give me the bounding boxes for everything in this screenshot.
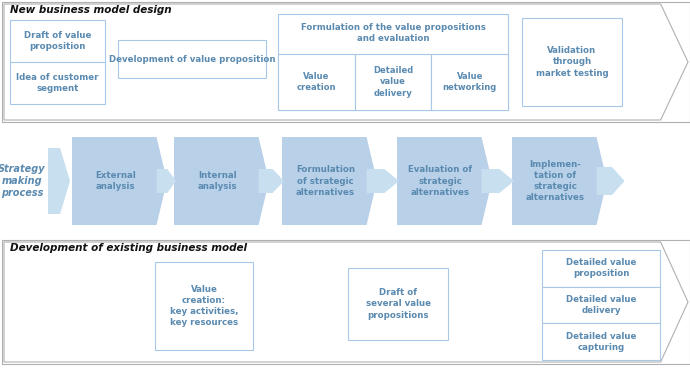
Text: External
analysis: External analysis [95,171,136,191]
FancyBboxPatch shape [348,268,448,340]
Polygon shape [4,242,688,362]
FancyBboxPatch shape [2,240,690,364]
Polygon shape [4,4,688,120]
Text: Development of value proposition: Development of value proposition [109,54,275,64]
FancyBboxPatch shape [355,54,431,110]
Text: Strategy
making
process: Strategy making process [0,164,46,198]
Polygon shape [72,137,167,225]
Text: Detailed value
delivery: Detailed value delivery [566,295,636,315]
Text: Draft of value
proposition: Draft of value proposition [24,31,91,51]
FancyBboxPatch shape [542,287,660,323]
Text: Detailed value
capturing: Detailed value capturing [566,332,636,352]
FancyBboxPatch shape [278,14,508,110]
FancyBboxPatch shape [542,250,660,287]
FancyBboxPatch shape [118,40,266,78]
Text: Value
networking: Value networking [442,72,497,92]
Text: Formulation of the value propositions
and evaluation: Formulation of the value propositions an… [301,23,486,43]
Text: Implemen-
tation of
strategic
alternatives: Implemen- tation of strategic alternativ… [526,160,585,202]
Polygon shape [174,137,269,225]
FancyBboxPatch shape [278,54,355,110]
Text: Detailed
value
delivery: Detailed value delivery [373,66,413,98]
Polygon shape [259,169,284,193]
FancyBboxPatch shape [10,20,105,62]
Text: Value
creation:
key activities,
key resources: Value creation: key activities, key reso… [170,285,238,327]
Text: Validation
through
market testing: Validation through market testing [535,46,609,78]
Polygon shape [512,137,607,225]
Text: Detailed value
proposition: Detailed value proposition [566,258,636,278]
Text: Development of existing business model: Development of existing business model [10,243,247,253]
Polygon shape [48,148,70,214]
Polygon shape [397,137,492,225]
Text: Value
creation: Value creation [297,72,336,92]
Text: Idea of customer
segment: Idea of customer segment [17,73,99,93]
Text: New business model design: New business model design [10,5,172,15]
FancyBboxPatch shape [10,62,105,104]
Text: Draft of
several value
propositions: Draft of several value propositions [366,289,431,319]
Text: Internal
analysis: Internal analysis [198,171,237,191]
Polygon shape [597,167,624,195]
Text: Evaluation of
strategic
alternatives: Evaluation of strategic alternatives [408,165,473,197]
FancyBboxPatch shape [155,262,253,350]
FancyBboxPatch shape [2,2,690,122]
FancyBboxPatch shape [431,54,508,110]
FancyBboxPatch shape [522,18,622,106]
Polygon shape [157,169,176,193]
FancyBboxPatch shape [542,323,660,360]
Polygon shape [482,169,514,193]
Polygon shape [282,137,377,225]
Polygon shape [366,169,399,193]
Text: Formulation
of strategic
alternatives: Formulation of strategic alternatives [296,165,355,197]
